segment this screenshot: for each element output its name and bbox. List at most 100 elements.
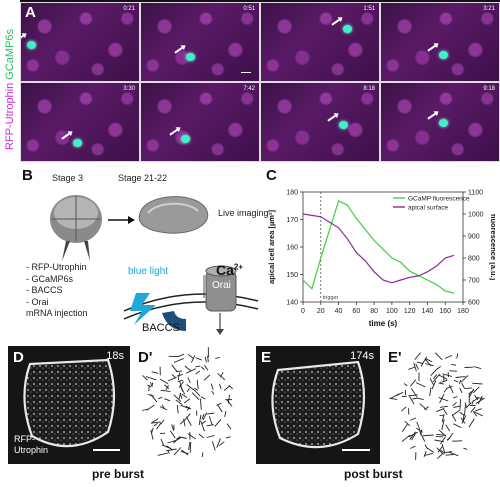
y-tick-label: 140 bbox=[286, 300, 298, 307]
frame-timestamp: 8:18 bbox=[363, 86, 375, 92]
pointer-arrow-icon bbox=[21, 34, 25, 42]
frame-timestamp: 3:21 bbox=[483, 6, 495, 12]
panel-letter-c: C bbox=[266, 167, 277, 184]
y2-axis-label: fluorescence [a.u.] bbox=[489, 214, 495, 281]
legend-label-apical: apical surface bbox=[408, 205, 448, 212]
gcamp-series-line bbox=[302, 199, 455, 294]
actin-network-d bbox=[142, 346, 233, 457]
calcium-burst-cell bbox=[339, 121, 348, 129]
timelapse-frame: 0:51 bbox=[140, 2, 260, 82]
calcium-label: Ca2+ bbox=[216, 262, 244, 278]
frame-timestamp: 3:30 bbox=[123, 86, 135, 92]
cell-outline-d bbox=[23, 358, 120, 451]
scale-bar bbox=[241, 72, 251, 73]
stage-3-label: Stage 3 bbox=[52, 173, 84, 183]
x-tick-label: 120 bbox=[404, 308, 416, 315]
x-tick-label: 140 bbox=[422, 308, 434, 315]
pointer-arrow-icon bbox=[427, 44, 437, 52]
calcium-burst-cell bbox=[27, 41, 36, 49]
calcium-burst-cell bbox=[439, 119, 448, 127]
actin-network-e bbox=[389, 352, 485, 460]
injection-item: - GCaMP6s bbox=[26, 273, 74, 284]
skeleton-strands bbox=[389, 352, 485, 460]
x-tick-label: 180 bbox=[457, 308, 469, 315]
stage-21-22-label: Stage 21-22 bbox=[118, 173, 168, 183]
pointer-arrow-icon bbox=[61, 132, 71, 140]
y2-tick-label: 1000 bbox=[468, 212, 484, 219]
frame-timestamp: 7:42 bbox=[243, 86, 255, 92]
panel-letter-b: B bbox=[22, 167, 33, 184]
rfp-label: RFP- Utrophin bbox=[14, 434, 49, 455]
y-axis-label: apical cell area [µm²] bbox=[267, 210, 276, 284]
x-tick-label: 80 bbox=[370, 308, 378, 315]
injection-item: - BACCS bbox=[26, 285, 63, 295]
calcium-burst-cell bbox=[186, 53, 195, 61]
blue-light-label: blue light bbox=[128, 266, 169, 277]
frame-timestamp: 9:18 bbox=[483, 86, 495, 92]
baccs-label: BACCS bbox=[142, 322, 180, 334]
x-tick-label: 60 bbox=[352, 308, 360, 315]
panel-letter-a: A bbox=[25, 4, 36, 21]
panel-letter-d-prime: D' bbox=[138, 349, 153, 366]
panel-a-microscopy-strip: RFP-Utrophin GCaMP6s 0:21 0:51 1:51 3:21 3:3… bbox=[0, 0, 500, 162]
x-tick-label: 100 bbox=[386, 308, 398, 315]
legend-label-gcamp: GCaMP fluorescence bbox=[408, 196, 470, 203]
post-burst-label: post burst bbox=[344, 467, 403, 481]
cell-outline-e bbox=[271, 360, 370, 451]
stage-arrow bbox=[108, 216, 135, 224]
baccs-icon bbox=[162, 311, 186, 331]
timelapse-frame: 0:21 bbox=[20, 2, 140, 82]
timelapse-frame: 7:42 bbox=[140, 82, 260, 162]
timelapse-frame: 1:51 bbox=[260, 2, 380, 82]
time-stamp-e: 174s bbox=[350, 350, 374, 362]
panel-e-prime-network: E' bbox=[384, 346, 496, 464]
calcium-burst-cell bbox=[439, 51, 448, 59]
pointer-arrow-icon bbox=[331, 18, 341, 26]
y2-tick-label: 1100 bbox=[468, 190, 483, 197]
timelapse-frame: 3:21 bbox=[380, 2, 500, 82]
y-tick-label: 180 bbox=[286, 190, 298, 197]
frame-timestamp: 0:21 bbox=[123, 6, 135, 12]
embryo-illustrations bbox=[50, 195, 259, 335]
orai-channel-icon bbox=[203, 265, 237, 312]
pointer-arrow-icon bbox=[327, 114, 337, 122]
calcium-burst-cell bbox=[181, 135, 190, 143]
timelapse-frame: 3:30 bbox=[20, 82, 140, 162]
trigger-label: trigger bbox=[323, 295, 339, 301]
x-tick-label: 40 bbox=[335, 308, 343, 315]
panel-letter-e-prime: E' bbox=[388, 349, 402, 366]
y2-tick-label: 700 bbox=[468, 278, 480, 285]
x-tick-label: 160 bbox=[439, 308, 451, 315]
injection-list: - RFP-Utrophin - GCaMP6s - BACCS - Orai … bbox=[26, 262, 88, 320]
time-stamp-d: 18s bbox=[106, 350, 124, 362]
y-tick-label: 160 bbox=[286, 245, 298, 252]
calcium-area-chart: 0 20 40 60 80 100 120 140 160 1801401501601701806… bbox=[267, 190, 495, 329]
injection-item: - Orai bbox=[26, 296, 49, 307]
x-tick-label: 0 bbox=[301, 308, 305, 315]
frame-timestamp: 0:51 bbox=[243, 6, 255, 12]
pointer-arrow-icon bbox=[174, 46, 184, 54]
calcium-burst-cell bbox=[343, 25, 352, 33]
label-gcamp6s: GCaMP6s bbox=[4, 28, 16, 80]
x-tick-label: 20 bbox=[317, 308, 325, 315]
lightning-icon bbox=[130, 293, 156, 325]
y2-tick-label: 900 bbox=[468, 234, 480, 241]
stage-3-embryo bbox=[50, 195, 102, 261]
live-imaging-label: Live imaging bbox=[218, 208, 269, 218]
label-rfp-utrophin: RFP-Utrophin bbox=[4, 82, 16, 150]
pointer-arrow-icon bbox=[169, 128, 179, 136]
y2-tick-label: 600 bbox=[468, 300, 480, 307]
membrane-schematic bbox=[123, 265, 259, 335]
y-tick-label: 150 bbox=[286, 272, 298, 279]
panel-letter-d: D bbox=[13, 349, 24, 366]
frame-timestamp: 1:51 bbox=[363, 6, 375, 12]
y-tick-label: 170 bbox=[286, 217, 298, 224]
panel-d-prime-network: D' bbox=[134, 346, 244, 464]
injection-item: - RFP-Utrophin bbox=[26, 262, 87, 272]
y2-tick-label: 800 bbox=[468, 256, 480, 263]
panel-d-image: D 18s RFP- Utrophin bbox=[8, 346, 130, 464]
pre-burst-label: pre burst bbox=[92, 467, 145, 481]
panel-e-image: E 174s bbox=[256, 346, 380, 464]
stage-21-embryo bbox=[138, 196, 209, 234]
pointer-arrow-icon bbox=[427, 112, 437, 120]
